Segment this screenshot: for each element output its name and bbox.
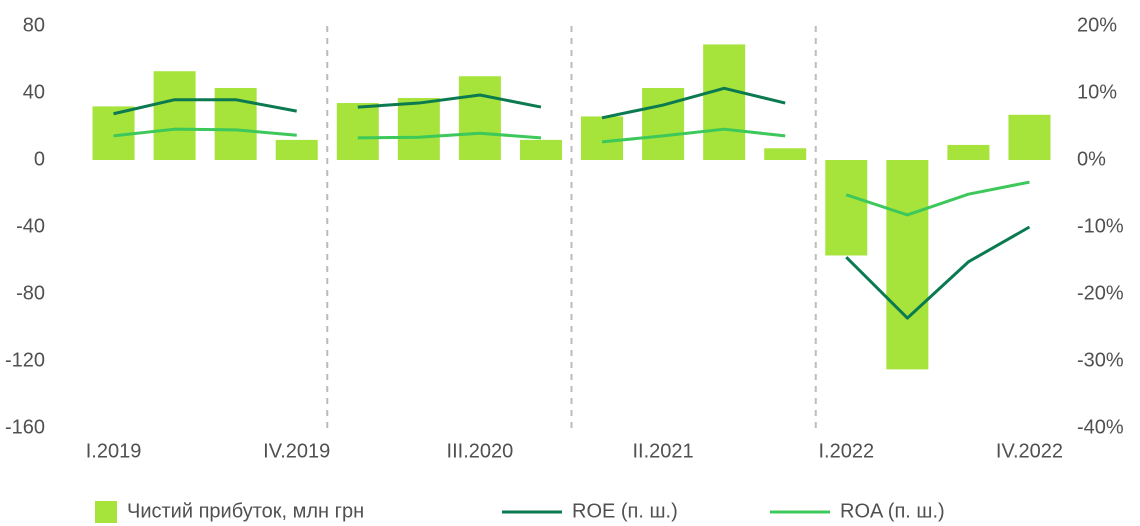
bar (886, 160, 929, 370)
bar (581, 116, 624, 160)
bar (825, 160, 868, 256)
line (357, 131, 542, 140)
bar (153, 71, 196, 160)
y-tick-label: 40 (23, 81, 45, 103)
y-tick-label: 80 (23, 14, 45, 36)
y2-tick-label: 20% (1077, 14, 1117, 36)
y-tick-label: -80 (16, 282, 45, 304)
line (357, 93, 542, 109)
line (113, 127, 297, 138)
line (845, 225, 1031, 320)
bar (336, 103, 379, 160)
x-tick-label: IV.2022 (996, 440, 1063, 462)
y2-tick-label: -20% (1077, 282, 1124, 304)
x-tick-label: II.2021 (633, 440, 694, 462)
y-tick-label: -40 (16, 215, 45, 237)
legend-swatch (95, 501, 117, 523)
bar (764, 148, 807, 160)
bar (947, 144, 990, 160)
legend-label: ROA (п. ш.) (840, 500, 945, 522)
bar (275, 139, 318, 160)
y-tick-label: -120 (5, 349, 45, 371)
legend-label: ROE (п. ш.) (572, 500, 678, 522)
legend-label: Чистий прибуток, млн грн (127, 500, 364, 522)
y-tick-label: 0 (34, 148, 45, 170)
bar (642, 87, 685, 160)
line (845, 180, 1030, 217)
line (601, 86, 786, 120)
y2-tick-label: -10% (1077, 215, 1124, 237)
x-tick-label: III.2020 (447, 440, 514, 462)
y2-tick-label: 10% (1077, 81, 1117, 103)
y-tick-label: -160 (5, 416, 45, 438)
bar (397, 98, 440, 160)
bar (1008, 114, 1051, 160)
x-tick-label: I.2022 (818, 440, 874, 462)
x-tick-label: IV.2019 (263, 440, 330, 462)
y2-tick-label: -40% (1077, 416, 1124, 438)
line (601, 127, 786, 144)
y2-tick-label: -30% (1077, 349, 1124, 371)
bar (519, 139, 562, 160)
bar (703, 44, 746, 160)
x-tick-label: I.2019 (86, 440, 142, 462)
line (113, 98, 297, 116)
bar (458, 76, 501, 160)
y2-tick-label: 0% (1077, 148, 1106, 170)
